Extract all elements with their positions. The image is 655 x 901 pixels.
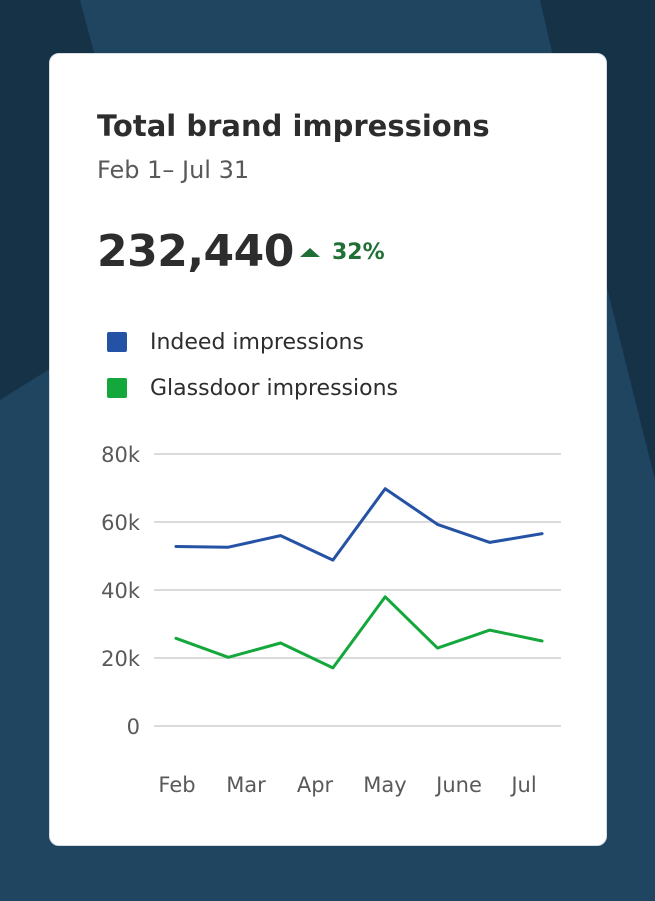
series-line-indeed-impressions xyxy=(174,487,544,562)
y-tick-label: 80k xyxy=(101,443,141,467)
x-tick-label: Apr xyxy=(297,773,334,797)
y-axis-tick-labels: 0 20k 40k 60k 80k xyxy=(101,443,141,739)
y-tick-label: 0 xyxy=(127,715,140,739)
y-tick-label: 40k xyxy=(101,579,141,603)
legend-item-indeed: Indeed impressions xyxy=(107,319,398,365)
series-line-glassdoor-impressions xyxy=(174,595,544,670)
change-indicator: 32% xyxy=(300,240,385,265)
impressions-line-chart: 0 20k 40k 60k 80k Feb Mar Apr May June Jul xyxy=(101,443,561,797)
x-tick-label: May xyxy=(363,773,406,797)
triangle-up-icon xyxy=(300,248,320,257)
grid-layer xyxy=(154,453,561,727)
x-axis-tick-labels: Feb Mar Apr May June Jul xyxy=(158,773,536,797)
y-tick-label: 60k xyxy=(101,511,141,535)
legend-swatch-indeed xyxy=(107,332,127,352)
x-tick-label: Mar xyxy=(226,773,266,797)
legend-swatch-glassdoor xyxy=(107,378,127,398)
chart-legend: Indeed impressions Glassdoor impressions xyxy=(107,319,398,411)
date-range: Feb 1– Jul 31 xyxy=(97,156,250,184)
total-impressions-value: 232,440 xyxy=(97,226,294,277)
card-title: Total brand impressions xyxy=(97,109,490,143)
legend-label-indeed: Indeed impressions xyxy=(150,329,364,355)
impressions-card: Total brand impressions Feb 1– Jul 31 23… xyxy=(49,53,607,846)
y-tick-label: 20k xyxy=(101,647,141,671)
legend-label-glassdoor: Glassdoor impressions xyxy=(150,375,398,401)
change-value: 32% xyxy=(332,240,385,265)
x-tick-label: Feb xyxy=(158,773,195,797)
x-tick-label: Jul xyxy=(509,773,536,797)
x-tick-label: June xyxy=(434,773,482,797)
series-layer xyxy=(174,487,544,670)
legend-item-glassdoor: Glassdoor impressions xyxy=(107,365,398,411)
